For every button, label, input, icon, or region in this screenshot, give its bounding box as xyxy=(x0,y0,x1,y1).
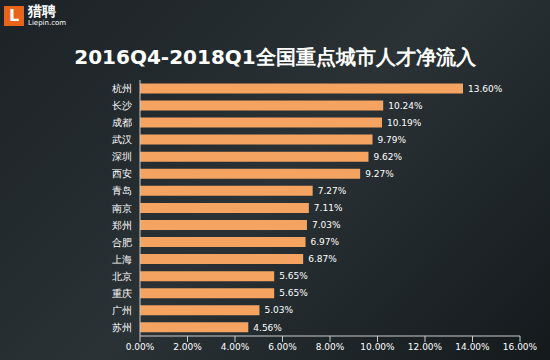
svg-text:苏州: 苏州 xyxy=(112,322,132,333)
svg-text:0.00%: 0.00% xyxy=(126,342,155,352)
svg-text:2.00%: 2.00% xyxy=(173,342,202,352)
svg-text:5.65%: 5.65% xyxy=(279,288,308,298)
svg-text:6.00%: 6.00% xyxy=(268,342,297,352)
html-text:Liepin.com: Liepin.com xyxy=(28,19,67,27)
svg-text:7.03%: 7.03% xyxy=(312,220,341,230)
svg-text:10.24%: 10.24% xyxy=(388,101,423,111)
svg-text:14.00%: 14.00% xyxy=(455,342,490,352)
svg-text:6.87%: 6.87% xyxy=(308,254,337,264)
svg-text:13.60%: 13.60% xyxy=(468,84,503,94)
svg-text:8.00%: 8.00% xyxy=(316,342,345,352)
svg-text:4.56%: 4.56% xyxy=(253,323,282,333)
svg-text:成都: 成都 xyxy=(112,117,132,128)
svg-text:9.79%: 9.79% xyxy=(378,135,407,145)
svg-text:深圳: 深圳 xyxy=(112,151,132,162)
svg-text:5.65%: 5.65% xyxy=(279,271,308,281)
svg-text:南京: 南京 xyxy=(112,203,132,214)
svg-text:青岛: 青岛 xyxy=(112,185,132,196)
svg-text:10.19%: 10.19% xyxy=(387,118,422,128)
svg-text:重庆: 重庆 xyxy=(112,288,132,299)
svg-text:武汉: 武汉 xyxy=(112,134,132,145)
svg-text:北京: 北京 xyxy=(112,271,132,282)
svg-text:5.03%: 5.03% xyxy=(264,305,293,315)
html-text:2016Q4-2018Q1全国重点城市人才净流入: 2016Q4-2018Q1全国重点城市人才净流入 xyxy=(74,45,476,69)
svg-text:西安: 西安 xyxy=(112,168,132,179)
svg-text:4.00%: 4.00% xyxy=(221,342,250,352)
html-text:L: L xyxy=(8,5,20,25)
svg-text:7.27%: 7.27% xyxy=(318,186,347,196)
svg-text:9.27%: 9.27% xyxy=(365,169,394,179)
svg-text:10.00%: 10.00% xyxy=(360,342,395,352)
svg-text:12.00%: 12.00% xyxy=(408,342,443,352)
svg-text:郑州: 郑州 xyxy=(112,220,132,231)
html-text:猎聘: 猎聘 xyxy=(28,3,56,19)
svg-text:16.00%: 16.00% xyxy=(503,342,538,352)
svg-text:上海: 上海 xyxy=(112,254,132,265)
svg-text:合肥: 合肥 xyxy=(112,237,132,248)
svg-text:7.11%: 7.11% xyxy=(314,203,343,213)
svg-text:6.97%: 6.97% xyxy=(311,237,340,247)
svg-text:杭州: 杭州 xyxy=(111,83,132,94)
svg-text:长沙: 长沙 xyxy=(112,100,132,111)
svg-text:广州: 广州 xyxy=(112,305,132,316)
svg-text:9.62%: 9.62% xyxy=(373,152,402,162)
